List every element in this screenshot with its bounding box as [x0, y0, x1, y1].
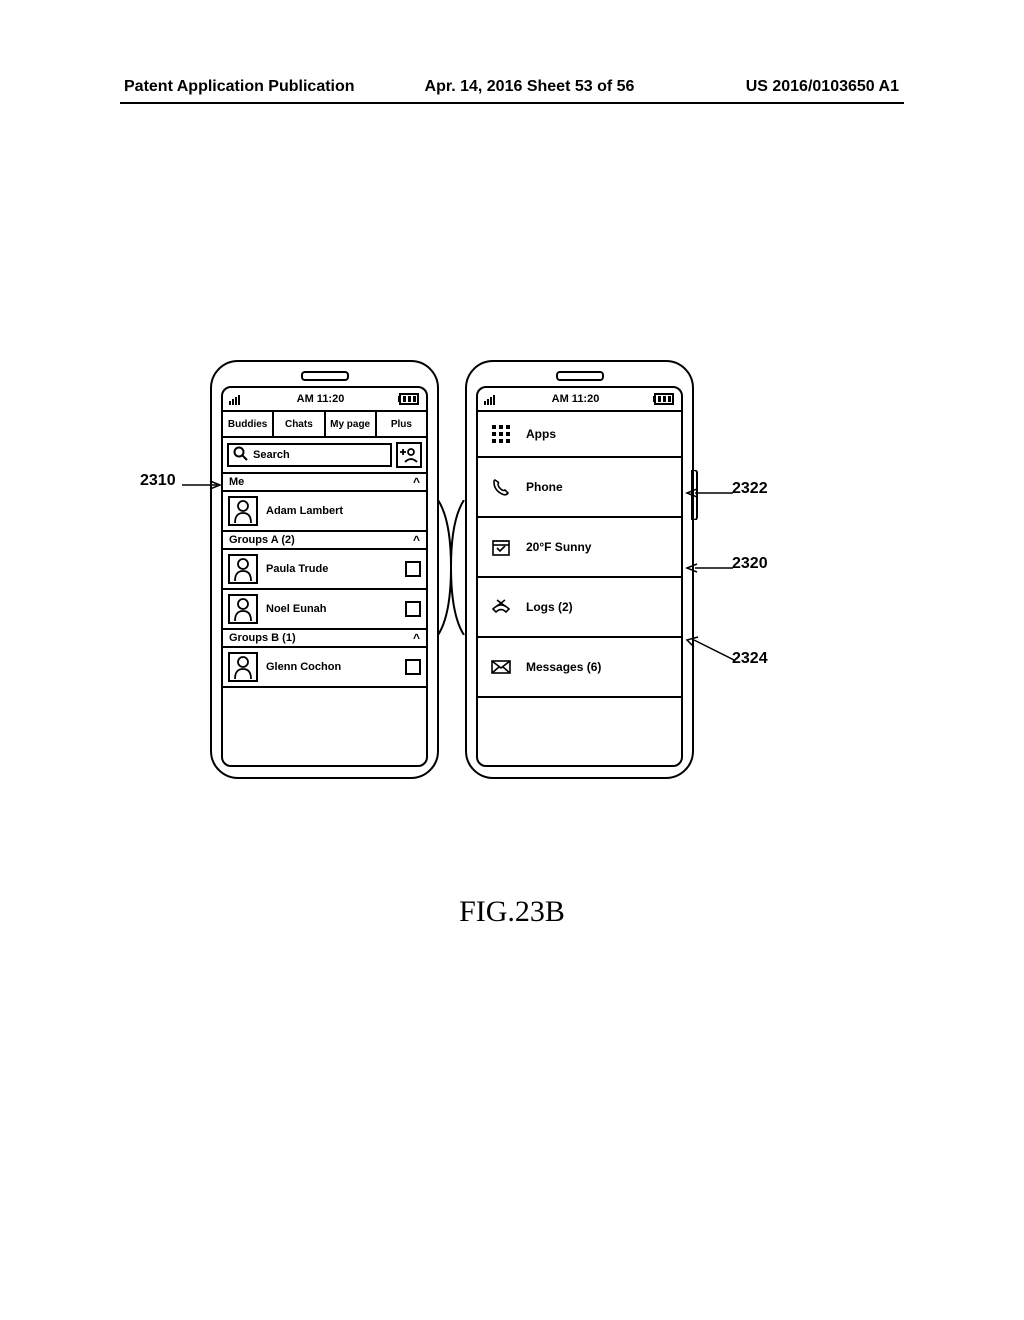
battery-icon: [398, 393, 420, 405]
contact-name: Paula Trude: [266, 563, 397, 575]
checkbox[interactable]: [405, 601, 421, 617]
callout-2310: 2310: [140, 472, 176, 490]
contact-gb-1[interactable]: Glenn Cochon: [223, 648, 426, 688]
menu-logs[interactable]: Logs (2): [478, 578, 681, 638]
menu-apps-label: Apps: [526, 427, 556, 441]
add-contact-button[interactable]: [396, 442, 422, 468]
section-ga-label: Groups A (2): [229, 534, 295, 546]
checkbox[interactable]: [405, 659, 421, 675]
header-left: Patent Application Publication: [124, 78, 355, 96]
callout-line: [685, 488, 733, 498]
right-phone: AM 11:20 Apps: [465, 360, 694, 779]
section-gb-label: Groups B (1): [229, 632, 296, 644]
signal-icon: [229, 393, 243, 405]
avatar-icon: [228, 652, 258, 682]
figure-label: FIG.23B: [0, 895, 1024, 929]
checkbox[interactable]: [405, 561, 421, 577]
menu-messages[interactable]: Messages (6): [478, 638, 681, 698]
callout-2324: 2324: [732, 650, 768, 668]
tab-chats[interactable]: Chats: [274, 412, 325, 436]
tabs-row: Buddies Chats My page Plus: [223, 410, 426, 438]
status-time: AM 11:20: [552, 393, 600, 405]
status-bar: AM 11:20: [223, 388, 426, 410]
right-screen: AM 11:20 Apps: [476, 386, 683, 767]
doc-header: Patent Application Publication Apr. 14, …: [0, 78, 1024, 96]
left-screen: AM 11:20 Buddies Chats My page Plus Sear…: [221, 386, 428, 767]
speaker-slot: [556, 371, 604, 381]
missed-call-icon: [490, 599, 512, 615]
figure-23b: AM 11:20 Buddies Chats My page Plus Sear…: [210, 360, 930, 780]
contact-name: Adam Lambert: [266, 505, 421, 517]
callout-2322: 2322: [732, 480, 768, 498]
contact-ga-1[interactable]: Paula Trude: [223, 550, 426, 590]
chevron-up-icon: ^: [413, 533, 420, 547]
battery-icon: [653, 393, 675, 405]
contact-me[interactable]: Adam Lambert: [223, 492, 426, 532]
avatar-icon: [228, 554, 258, 584]
header-right: US 2016/0103650 A1: [746, 78, 899, 96]
menu-phone-label: Phone: [526, 480, 563, 494]
status-time: AM 11:20: [297, 393, 345, 405]
phone-icon: [490, 478, 512, 496]
avatar-icon: [228, 594, 258, 624]
status-bar: AM 11:20: [478, 388, 681, 410]
callout-line: [684, 635, 734, 665]
section-groups-a[interactable]: Groups A (2) ^: [223, 532, 426, 550]
left-phone: AM 11:20 Buddies Chats My page Plus Sear…: [210, 360, 439, 779]
section-groups-b[interactable]: Groups B (1) ^: [223, 630, 426, 648]
hinge: [434, 500, 468, 635]
contact-name: Noel Eunah: [266, 603, 397, 615]
menu-list: Apps Phone 20°F Sunny: [478, 410, 681, 698]
tab-mypage[interactable]: My page: [326, 412, 377, 436]
menu-weather[interactable]: 20°F Sunny: [478, 518, 681, 578]
menu-messages-label: Messages (6): [526, 660, 601, 674]
search-input[interactable]: Search: [227, 443, 392, 467]
menu-apps[interactable]: Apps: [478, 412, 681, 458]
envelope-icon: [490, 660, 512, 674]
callout-line: [685, 563, 733, 573]
tab-buddies[interactable]: Buddies: [223, 412, 274, 436]
menu-logs-label: Logs (2): [526, 600, 573, 614]
search-row: Search: [223, 438, 426, 474]
signal-icon: [484, 393, 498, 405]
contact-name: Glenn Cochon: [266, 661, 397, 673]
menu-weather-label: 20°F Sunny: [526, 540, 591, 554]
header-mid: Apr. 14, 2016 Sheet 53 of 56: [425, 78, 635, 96]
search-placeholder: Search: [253, 449, 290, 461]
callout-2320: 2320: [732, 555, 768, 573]
section-me[interactable]: Me ^: [223, 474, 426, 492]
search-icon: [233, 446, 248, 464]
apps-grid-icon: [490, 425, 512, 443]
chevron-up-icon: ^: [413, 475, 420, 489]
speaker-slot: [301, 371, 349, 381]
menu-phone[interactable]: Phone: [478, 458, 681, 518]
avatar-icon: [228, 496, 258, 526]
chevron-up-icon: ^: [413, 631, 420, 645]
header-rule: [120, 102, 904, 104]
callout-line: [182, 480, 222, 490]
section-me-label: Me: [229, 476, 244, 488]
tab-plus[interactable]: Plus: [377, 412, 426, 436]
calendar-icon: [490, 538, 512, 556]
contact-ga-2[interactable]: Noel Eunah: [223, 590, 426, 630]
